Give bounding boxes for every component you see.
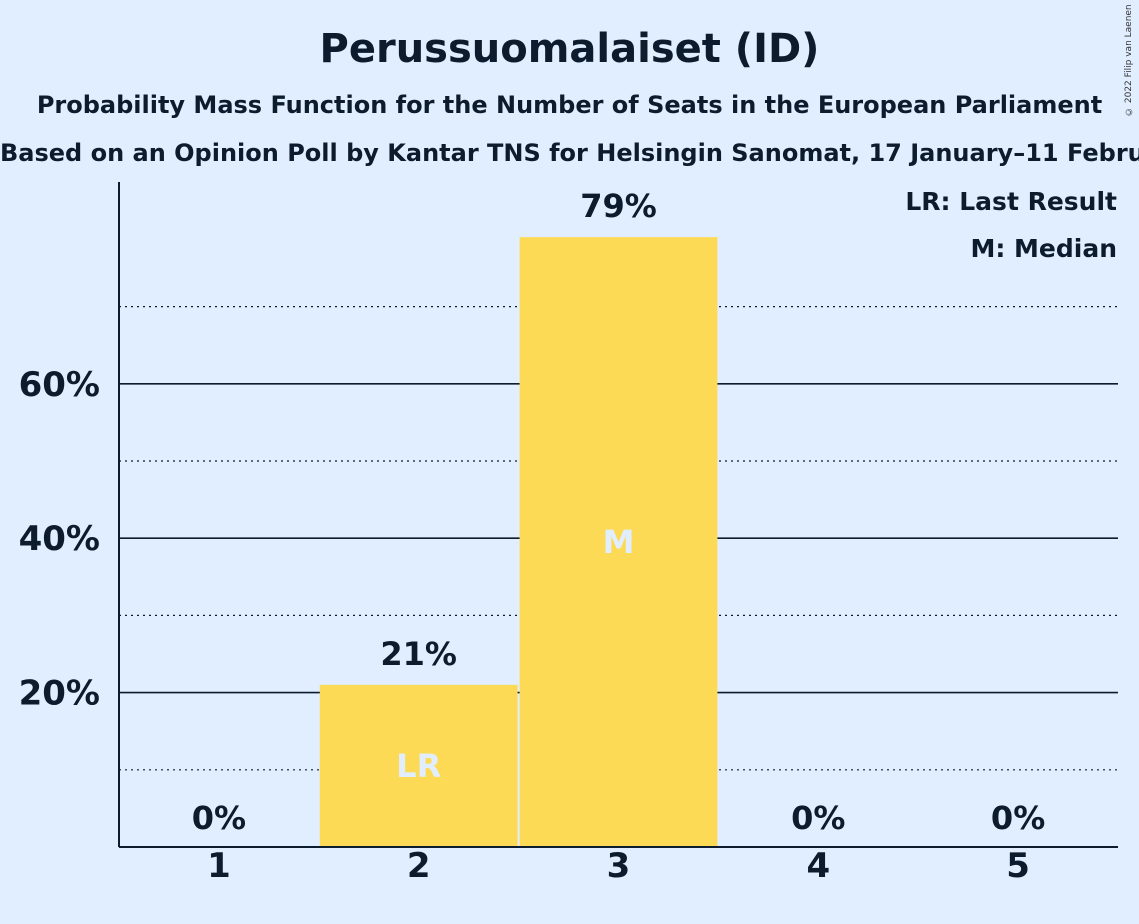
- y-tick-label: 40%: [19, 519, 100, 559]
- chart-subtitle: Probability Mass Function for the Number…: [36, 91, 1103, 119]
- median-marker: M: [603, 523, 635, 561]
- legend-last-result: LR: Last Result: [905, 187, 1117, 216]
- value-label: 0%: [991, 799, 1045, 837]
- x-tick-label: 2: [407, 846, 431, 886]
- x-tick-label: 5: [1006, 846, 1030, 886]
- chart-title: Perussuomalaiset (ID): [319, 26, 820, 72]
- legend-median: M: Median: [970, 234, 1117, 263]
- x-tick-label: 3: [607, 846, 631, 886]
- bar-seats-2: [319, 684, 518, 847]
- y-tick-label: 60%: [19, 365, 100, 405]
- last-result-marker: LR: [396, 747, 441, 785]
- chart-source-subtitle: Based on an Opinion Poll by Kantar TNS f…: [0, 139, 1139, 167]
- value-label: 0%: [192, 799, 246, 837]
- value-label: 0%: [791, 799, 845, 837]
- value-label: 79%: [580, 187, 657, 225]
- x-tick-label: 4: [806, 846, 830, 886]
- bar-seats-3: [519, 237, 718, 847]
- x-tick-label: 1: [207, 846, 231, 886]
- value-label: 21%: [380, 635, 457, 673]
- y-tick-label: 20%: [19, 674, 100, 714]
